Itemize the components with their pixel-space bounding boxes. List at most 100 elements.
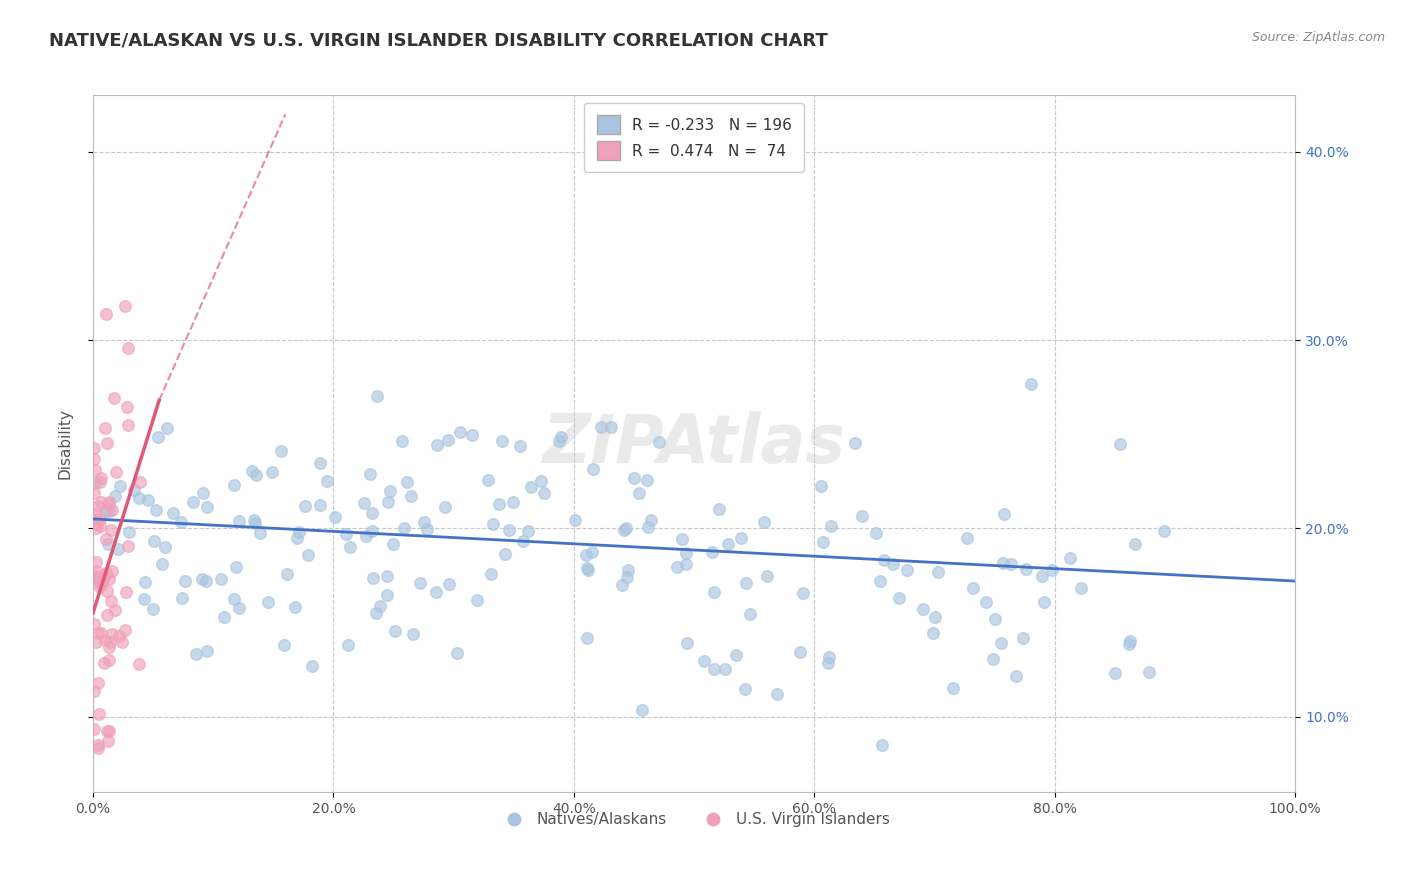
Point	[96, 436, 118, 450]
Point	[273, 638, 295, 652]
Point	[97, 536, 120, 550]
Point	[734, 681, 756, 696]
Point	[84, 507, 107, 521]
Point	[195, 500, 218, 514]
Point	[84, 521, 107, 535]
Point	[446, 646, 468, 660]
Point	[870, 738, 893, 752]
Point	[90, 471, 112, 485]
Point	[90, 572, 112, 586]
Text: NATIVE/ALASKAN VS U.S. VIRGIN ISLANDER DISABILITY CORRELATION CHART: NATIVE/ALASKAN VS U.S. VIRGIN ISLANDER D…	[49, 31, 828, 49]
Point	[100, 594, 122, 608]
Point	[94, 532, 117, 546]
Point	[91, 574, 114, 589]
Point	[96, 607, 118, 622]
Point	[162, 506, 184, 520]
Point	[575, 560, 598, 574]
Point	[491, 434, 513, 448]
Point	[323, 510, 346, 524]
Point	[377, 495, 399, 509]
Point	[98, 497, 121, 511]
Point	[87, 571, 110, 585]
Point	[700, 544, 723, 558]
Point	[381, 537, 404, 551]
Point	[564, 513, 586, 527]
Legend: Natives/Alaskans, U.S. Virgin Islanders: Natives/Alaskans, U.S. Virgin Islanders	[492, 805, 896, 833]
Point	[83, 684, 105, 698]
Point	[83, 486, 105, 500]
Point	[96, 583, 118, 598]
Point	[434, 500, 457, 514]
Point	[288, 524, 311, 539]
Point	[675, 545, 697, 559]
Point	[366, 606, 388, 620]
Text: ZIPAtlas: ZIPAtlas	[543, 410, 845, 476]
Point	[107, 541, 129, 556]
Point	[98, 634, 121, 648]
Point	[1059, 550, 1081, 565]
Point	[703, 662, 725, 676]
Point	[865, 525, 887, 540]
Point	[101, 564, 124, 578]
Point	[114, 299, 136, 313]
Point	[84, 512, 107, 526]
Point	[184, 647, 207, 661]
Point	[616, 570, 638, 584]
Point	[636, 473, 658, 487]
Point	[703, 584, 725, 599]
Point	[96, 567, 118, 582]
Point	[984, 612, 1007, 626]
Point	[754, 515, 776, 529]
Point	[98, 503, 121, 517]
Point	[851, 508, 873, 523]
Point	[174, 574, 197, 588]
Point	[628, 486, 651, 500]
Point	[336, 638, 359, 652]
Point	[498, 523, 520, 537]
Point	[245, 467, 267, 482]
Point	[437, 577, 460, 591]
Point	[361, 506, 384, 520]
Point	[170, 591, 193, 606]
Point	[86, 516, 108, 530]
Point	[86, 516, 108, 531]
Point	[309, 456, 332, 470]
Point	[675, 636, 697, 650]
Point	[882, 557, 904, 571]
Point	[90, 625, 112, 640]
Point	[86, 568, 108, 582]
Point	[97, 733, 120, 747]
Point	[1004, 668, 1026, 682]
Point	[86, 635, 108, 649]
Point	[361, 524, 384, 538]
Point	[869, 574, 891, 588]
Point	[789, 645, 811, 659]
Point	[1070, 581, 1092, 595]
Point	[479, 566, 502, 581]
Point	[962, 581, 984, 595]
Point	[84, 475, 107, 490]
Point	[83, 463, 105, 477]
Point	[413, 515, 436, 529]
Point	[1014, 562, 1036, 576]
Point	[115, 585, 138, 599]
Point	[83, 452, 105, 467]
Point	[87, 625, 110, 640]
Point	[108, 479, 131, 493]
Point	[142, 602, 165, 616]
Point	[94, 421, 117, 435]
Point	[616, 563, 638, 577]
Point	[134, 575, 156, 590]
Point	[89, 518, 111, 533]
Point	[146, 429, 169, 443]
Point	[993, 507, 1015, 521]
Point	[512, 533, 534, 548]
Point	[810, 479, 832, 493]
Point	[93, 657, 115, 671]
Point	[465, 593, 488, 607]
Point	[495, 547, 517, 561]
Point	[724, 648, 747, 662]
Point	[83, 722, 105, 736]
Point	[103, 391, 125, 405]
Point	[402, 626, 425, 640]
